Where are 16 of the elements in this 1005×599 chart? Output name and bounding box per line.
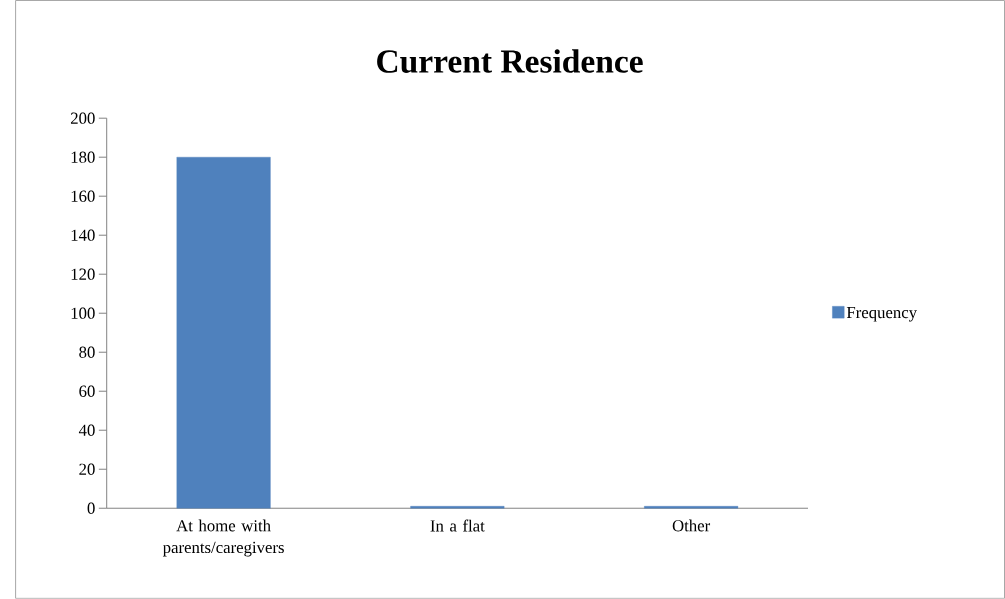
y-tick-label: 0 [87,502,95,514]
y-tick-label: 160 [71,190,95,202]
y-tick-label: 200 [70,112,95,124]
y-tick-label: 60 [79,385,95,397]
y-tick-label: 140 [71,229,95,241]
y-tick-label: 40 [78,424,95,436]
y-tick-label: 180 [71,151,95,163]
x-tick-label: At home with parents/caregivers [162,519,284,557]
chart-title: Current Residence [377,49,643,73]
x-tick-label: Other [672,519,711,532]
y-tick-label: 80 [79,346,95,358]
legend-label: Frequency [846,307,917,322]
y-tick-label: 100 [71,307,95,319]
x-tick-label: In a flat [430,519,485,532]
y-tick-label: 120 [71,268,95,280]
y-tick-label: 20 [79,463,95,475]
